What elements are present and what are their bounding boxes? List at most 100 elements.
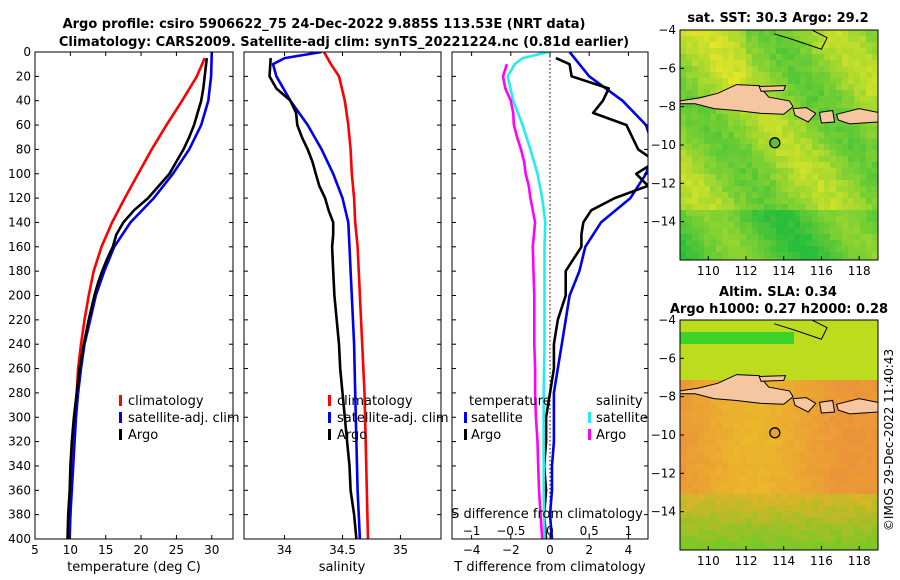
map-grid-cell [800, 60, 807, 67]
map-grid-cell [722, 246, 729, 253]
map-grid-cell [776, 362, 783, 369]
series-line-satellite-adj-clim [271, 52, 362, 539]
map-grid-cell [698, 78, 705, 85]
map-grid-cell [776, 332, 783, 339]
map-grid-cell [812, 356, 819, 363]
map-grid-cell [770, 36, 777, 43]
map-grid-cell [830, 422, 837, 429]
map-grid-cell [680, 96, 687, 103]
map-grid-cell [740, 126, 747, 133]
map-grid-cell [698, 108, 705, 115]
map-grid-cell [842, 392, 849, 399]
map-grid-cell [806, 482, 813, 489]
map-grid-cell [842, 500, 849, 507]
map-grid-cell [704, 138, 711, 145]
map-grid-cell [830, 204, 837, 211]
map-grid-cell [686, 162, 693, 169]
map-grid-cell [704, 144, 711, 151]
map-grid-cell [830, 536, 837, 543]
map-grid-cell [698, 440, 705, 447]
map-grid-cell [800, 416, 807, 423]
map-grid-cell [860, 368, 867, 375]
legend-swatch-s-argo [588, 429, 591, 440]
map-grid-cell [722, 452, 729, 459]
map-grid-cell [686, 404, 693, 411]
map-grid-cell [734, 54, 741, 61]
y-tick-label: 120 [8, 191, 31, 205]
map-grid-cell [692, 458, 699, 465]
map-grid-cell [830, 174, 837, 181]
map-grid-cell [692, 252, 699, 259]
map-grid-cell [680, 464, 687, 471]
map-grid-cell [758, 42, 765, 49]
map-grid-cell [680, 428, 687, 435]
map-grid-cell [812, 180, 819, 187]
map-grid-cell [800, 252, 807, 259]
salinity-axes-box [243, 51, 442, 540]
map-grid-cell [704, 36, 711, 43]
map-grid-cell [692, 392, 699, 399]
map-grid-cell [788, 120, 795, 127]
map-grid-cell [752, 338, 759, 345]
map-grid-cell [722, 446, 729, 453]
map-grid-cell [782, 240, 789, 247]
map-grid-cell [872, 66, 878, 73]
map-grid-cell [686, 416, 693, 423]
map-y-tick-label: −10 [651, 138, 676, 152]
map-grid-cell [692, 488, 699, 495]
map-grid-cell [722, 258, 729, 260]
map-grid-cell [734, 204, 741, 211]
map-grid-cell [686, 180, 693, 187]
map-grid-cell [764, 120, 771, 127]
map-grid-cell [692, 144, 699, 151]
map-grid-cell [806, 368, 813, 375]
map-grid-cell [854, 126, 861, 133]
map-grid-cell [692, 464, 699, 471]
map-grid-cell [854, 338, 861, 345]
map-grid-cell [836, 54, 843, 61]
map-grid-cell [794, 258, 801, 260]
map-grid-cell [830, 356, 837, 363]
map-grid-cell [818, 494, 825, 501]
map-grid-cell [824, 536, 831, 543]
map-grid-cell [818, 150, 825, 157]
map-grid-cell [800, 536, 807, 543]
map-grid-cell [800, 320, 807, 327]
map-grid-cell [770, 120, 777, 127]
map-grid-cell [740, 114, 747, 121]
map-grid-cell [698, 338, 705, 345]
map-grid-cell [692, 192, 699, 199]
map-grid-cell [788, 72, 795, 79]
map-grid-cell [818, 30, 825, 37]
map-grid-cell [806, 494, 813, 501]
map-grid-cell [716, 144, 723, 151]
map-grid-cell [770, 356, 777, 363]
map-grid-cell [830, 150, 837, 157]
map-grid-cell [698, 42, 705, 49]
map-grid-cell [770, 210, 777, 217]
map-grid-cell [842, 470, 849, 477]
map-grid-cell [770, 332, 777, 339]
map-grid-cell [686, 156, 693, 163]
map-grid-cell [800, 338, 807, 345]
map-grid-cell [740, 464, 747, 471]
map-grid-cell [872, 374, 878, 381]
map-grid-cell [854, 246, 861, 253]
map-grid-cell [740, 144, 747, 151]
map-grid-cell [716, 482, 723, 489]
map-grid-cell [788, 464, 795, 471]
map-grid-cell [740, 518, 747, 525]
map-grid-cell [788, 380, 795, 387]
map-grid-cell [770, 204, 777, 211]
map-grid-cell [812, 434, 819, 441]
map-grid-cell [854, 350, 861, 357]
map-grid-cell [722, 506, 729, 513]
map-grid-cell [710, 66, 717, 73]
map-y-tick-label: −12 [651, 176, 676, 190]
map-grid-cell [692, 548, 699, 550]
map-grid-cell [698, 198, 705, 205]
map-grid-cell [686, 30, 693, 37]
map-grid-cell [680, 246, 687, 253]
map-grid-cell [704, 78, 711, 85]
map-grid-cell [752, 464, 759, 471]
